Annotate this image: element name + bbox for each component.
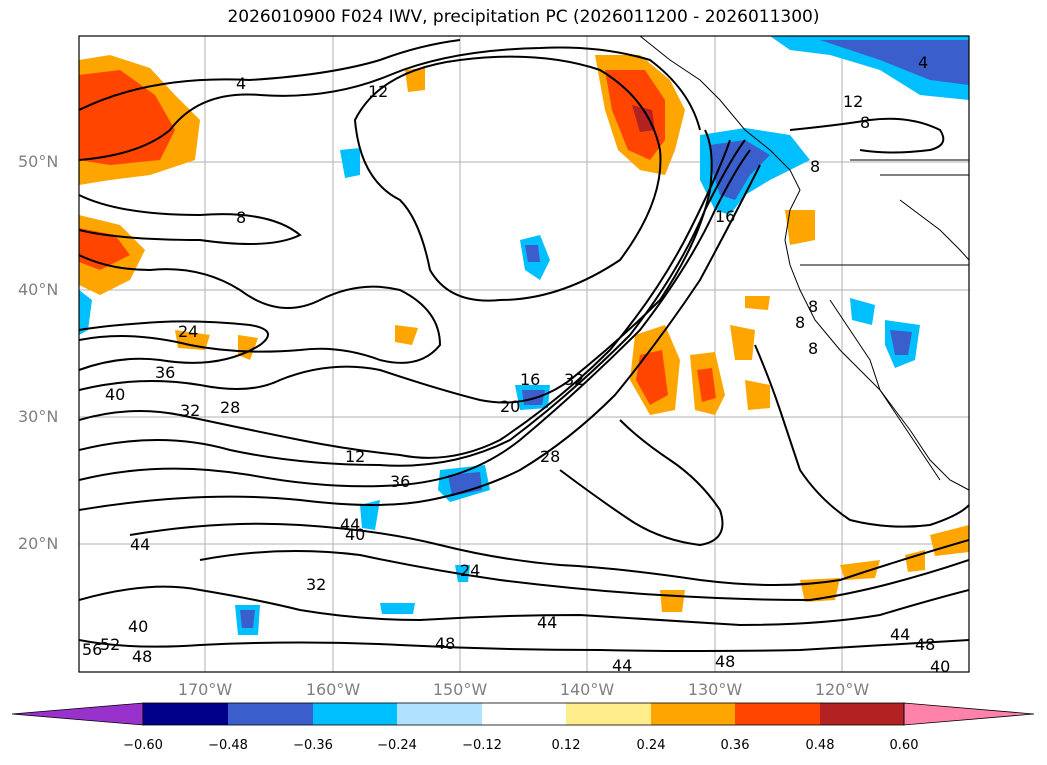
map-frame [78,35,970,673]
contour-label: 28 [220,398,240,417]
map-title: 2026010900 F024 IWV, precipitation PC (2… [227,7,820,27]
contour-label: 24 [178,322,198,341]
colorbar-bin [566,703,651,725]
contour-label: 48 [132,647,152,666]
contour-label: 44 [340,515,360,534]
contour-label: 28 [540,447,560,466]
contour-label: 48 [915,635,935,654]
contour-label: 40 [128,617,148,636]
colorbar-tick: 0.12 [551,738,581,753]
contour-label: 12 [843,92,863,111]
colorbar-tick: −0.60 [123,738,163,753]
contour-label: 8 [808,339,818,358]
contour-label: 44 [890,625,910,644]
colorbar-bin [397,703,482,725]
lat-label: 20°N [18,534,59,553]
contour-label: 8 [810,157,820,176]
colorbar-tick: −0.48 [208,738,248,753]
colorbar-bin [143,703,228,725]
contour-label: 48 [715,652,735,671]
contour-label: 16 [520,370,540,389]
colorbar-bin [482,703,566,725]
colorbar-tick: 0.36 [720,738,750,753]
lon-label: 150°W [432,680,488,699]
colorbar-bin [820,703,904,725]
contour-label: 40 [105,385,125,404]
contour-label: 44 [537,613,557,632]
contour-label: 32 [306,575,326,594]
contour-label: 32 [180,401,200,420]
coastlines [639,36,969,491]
contour-label: 44 [612,656,632,675]
contour-label: 48 [435,634,455,653]
lon-label: 160°W [305,680,361,699]
contour-label: 24 [460,561,480,580]
contour-label: 8 [808,297,818,316]
lon-label: 130°W [687,680,743,699]
contour-label: 4 [236,74,246,93]
contour-label: 8 [236,208,246,227]
contour-label: 16 [715,207,735,226]
lon-label: 170°W [177,680,233,699]
contour-label: 8 [795,313,805,332]
lon-label: 140°W [559,680,615,699]
colorbar-tick: 0.60 [889,738,919,753]
map-plot-area: 4 12 8 12 8 4 8 16 8 8 8 24 36 40 32 28 … [79,36,969,676]
contour-label: 40 [930,657,950,676]
contour-label: 44 [130,535,150,554]
contour-label: 20 [500,397,520,416]
contour-label: 12 [345,447,365,466]
contour-label: 32 [564,370,584,389]
colorbar-tick: −0.36 [293,738,333,753]
colorbar [11,702,1035,726]
iwv-contours [79,39,969,652]
colorbar-bin [313,703,397,725]
colorbar-bin [651,703,735,725]
colorbar-extend-min [11,702,144,726]
colorbar-tick: 0.24 [636,738,666,753]
colorbar-tick: 0.48 [805,738,835,753]
contour-label: 56 [82,640,102,659]
colorbar-tick: −0.24 [377,738,417,753]
colorbar-tick: −0.12 [462,738,502,753]
lat-label: 40°N [18,280,59,299]
contour-label: 40 [345,525,365,544]
contour-label: 12 [368,82,388,101]
colorbar-extend-max [903,702,1035,726]
colorbar-bin [735,703,820,725]
contour-label: 36 [390,472,410,491]
lon-label: 120°W [814,680,870,699]
contour-label: 52 [100,635,120,654]
contour-labels: 4 12 8 12 8 4 8 16 8 8 8 24 36 40 32 28 … [82,53,950,676]
contour-label: 8 [860,113,870,132]
lat-label: 30°N [18,407,59,426]
contour-label: 4 [918,53,928,72]
lat-label: 50°N [18,152,59,171]
colorbar-bin [228,703,313,725]
contour-label: 36 [155,363,175,382]
